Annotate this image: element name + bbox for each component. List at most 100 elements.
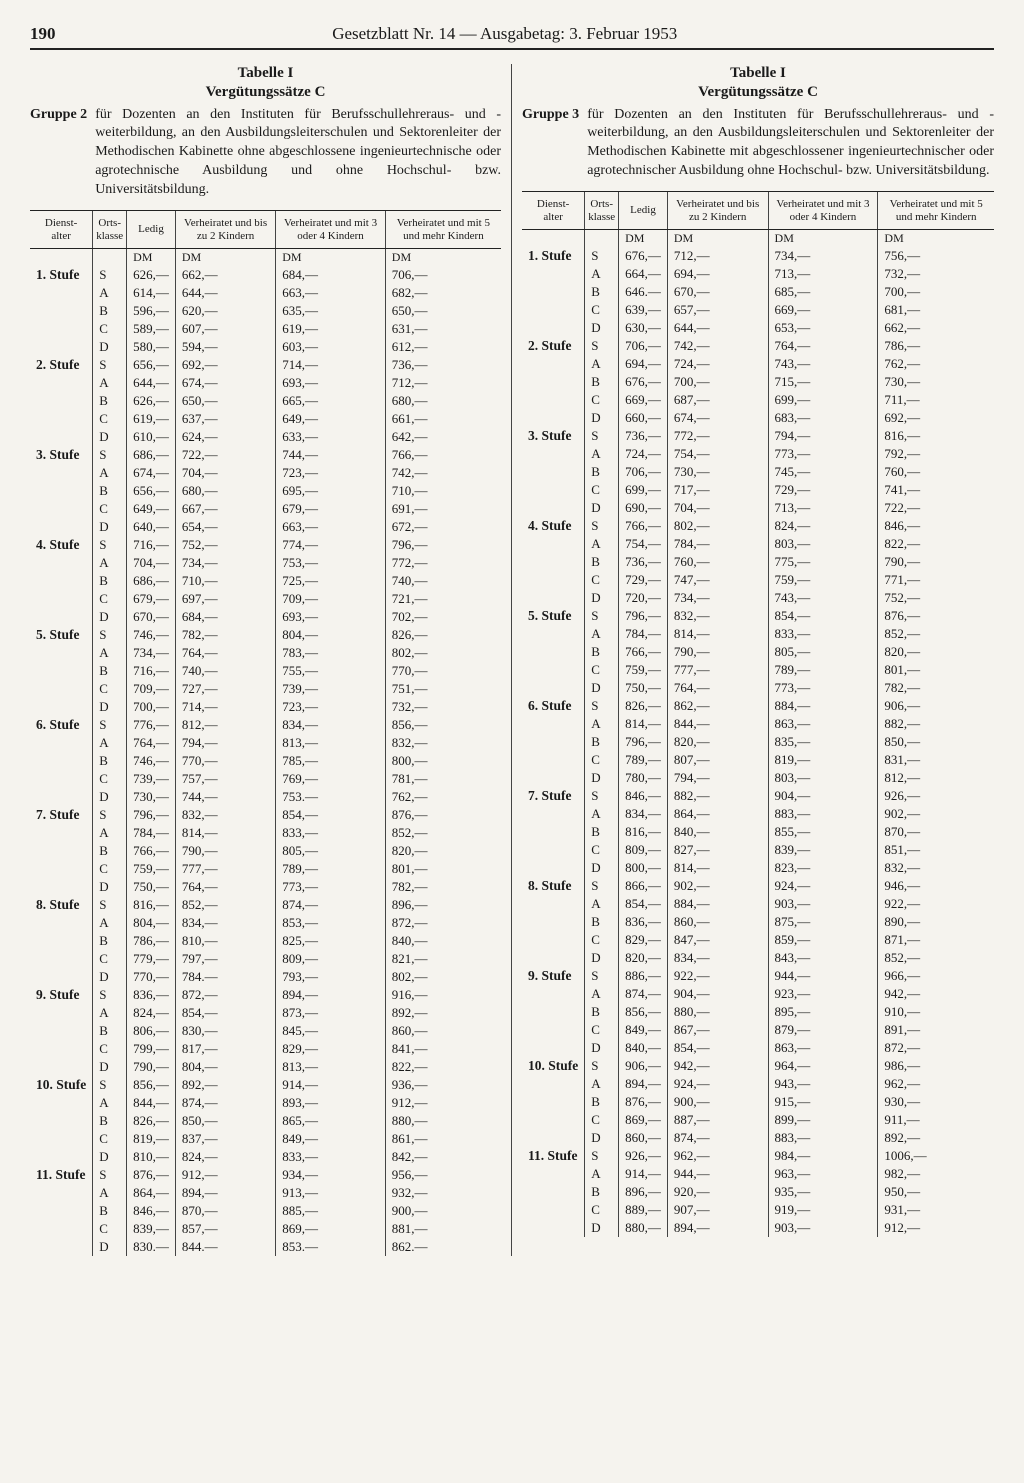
value-cell: 710,—: [175, 572, 275, 590]
table-row: A724,—754,—773,—792,—: [522, 445, 994, 463]
table-row: A814,—844,—863,—882,—: [522, 715, 994, 733]
value-cell: 794,—: [667, 769, 768, 787]
table-row: 8. StufeS816,—852,—874,—896,—: [30, 896, 501, 914]
ortsklasse-cell: D: [585, 409, 619, 427]
value-cell: 716,—: [127, 536, 176, 554]
value-cell: 739,—: [276, 680, 386, 698]
table-row: D690,—704,—713,—722,—: [522, 499, 994, 517]
table-row: B596,—620,—635,—650,—: [30, 302, 501, 320]
value-cell: 830,—: [175, 1022, 275, 1040]
ortsklasse-cell: S: [585, 337, 619, 355]
value-cell: 807,—: [667, 751, 768, 769]
header-title: Gesetzblatt Nr. 14 — Ausgabetag: 3. Febr…: [56, 24, 955, 44]
value-cell: 762,—: [385, 788, 501, 806]
ortsklasse-cell: D: [585, 1129, 619, 1147]
value-cell: 700,—: [127, 698, 176, 716]
ortsklasse-cell: C: [93, 410, 127, 428]
stufe-blank: [30, 464, 93, 482]
table-row: 11. StufeS876,—912,—934,—956,—: [30, 1166, 501, 1184]
value-cell: 640,—: [127, 518, 176, 536]
table-row: B796,—820,—835,—850,—: [522, 733, 994, 751]
value-cell: 657,—: [667, 301, 768, 319]
table-subtitle-left: Vergütungssätze C: [30, 83, 501, 102]
ortsklasse-cell: A: [93, 1184, 127, 1202]
value-cell: 762,—: [878, 355, 994, 373]
stufe-label: 6. Stufe: [522, 697, 585, 715]
value-cell: 760,—: [878, 463, 994, 481]
value-cell: 764,—: [127, 734, 176, 752]
table-row: C799,—817,—829,—841,—: [30, 1040, 501, 1058]
value-cell: 874,—: [667, 1129, 768, 1147]
table-row: D640,—654,—663,—672,—: [30, 518, 501, 536]
value-cell: 790,—: [878, 553, 994, 571]
stufe-blank: [30, 428, 93, 446]
value-cell: 813,—: [276, 1058, 386, 1076]
value-cell: 819,—: [127, 1130, 176, 1148]
ortsklasse-cell: A: [585, 535, 619, 553]
value-cell: 845,—: [276, 1022, 386, 1040]
stufe-blank: [30, 1130, 93, 1148]
value-cell: 741,—: [878, 481, 994, 499]
value-cell: 1006,—: [878, 1147, 994, 1165]
stufe-blank: [30, 1148, 93, 1166]
value-cell: 661,—: [385, 410, 501, 428]
value-cell: 773,—: [768, 445, 878, 463]
value-cell: 764,—: [175, 644, 275, 662]
value-cell: 626,—: [127, 392, 176, 410]
table-row: 6. StufeS826,—862,—884,—906,—: [522, 697, 994, 715]
value-cell: 882,—: [878, 715, 994, 733]
table-row: 11. StufeS926,—962,—984,—1006,—: [522, 1147, 994, 1165]
value-cell: 786,—: [127, 932, 176, 950]
stufe-blank: [522, 463, 585, 481]
ortsklasse-cell: C: [93, 680, 127, 698]
value-cell: 672,—: [385, 518, 501, 536]
stufe-label: 8. Stufe: [522, 877, 585, 895]
value-cell: 851,—: [878, 841, 994, 859]
stufe-blank: [522, 751, 585, 769]
value-cell: 867,—: [667, 1021, 768, 1039]
table-row: D790,—804,—813,—822,—: [30, 1058, 501, 1076]
value-cell: 759,—: [127, 860, 176, 878]
stufe-blank: [522, 535, 585, 553]
table-row: A784,—814,—833,—852,—: [30, 824, 501, 842]
value-cell: 723,—: [276, 464, 386, 482]
value-cell: 784,—: [127, 824, 176, 842]
value-cell: 902,—: [667, 877, 768, 895]
value-cell: 932,—: [385, 1184, 501, 1202]
value-cell: 734,—: [175, 554, 275, 572]
stufe-blank: [522, 445, 585, 463]
value-cell: 784,—: [667, 535, 768, 553]
value-cell: 916,—: [385, 986, 501, 1004]
value-cell: 664,—: [619, 265, 668, 283]
value-cell: 834,—: [276, 716, 386, 734]
unit-blank: [93, 249, 127, 267]
value-cell: 864,—: [667, 805, 768, 823]
value-cell: 771,—: [878, 571, 994, 589]
value-cell: 829,—: [276, 1040, 386, 1058]
ortsklasse-cell: B: [93, 572, 127, 590]
stufe-blank: [522, 643, 585, 661]
stufe-label: 9. Stufe: [30, 986, 93, 1004]
col-ledig: Ledig: [127, 210, 176, 248]
stufe-blank: [30, 1184, 93, 1202]
page-header: 190 Gesetzblatt Nr. 14 — Ausgabetag: 3. …: [30, 24, 994, 50]
ortsklasse-cell: C: [93, 320, 127, 338]
stufe-blank: [30, 680, 93, 698]
stufe-blank: [522, 373, 585, 391]
value-cell: 687,—: [667, 391, 768, 409]
value-cell: 714,—: [276, 356, 386, 374]
value-cell: 752,—: [175, 536, 275, 554]
table-row: C739,—757,—769,—781,—: [30, 770, 501, 788]
value-cell: 681,—: [878, 301, 994, 319]
ortsklasse-cell: C: [93, 1220, 127, 1238]
value-cell: 846,—: [127, 1202, 176, 1220]
value-cell: 852,—: [878, 949, 994, 967]
table-row: B766,—790,—805,—820,—: [522, 643, 994, 661]
ortsklasse-cell: S: [585, 1057, 619, 1075]
value-cell: 674,—: [175, 374, 275, 392]
value-cell: 915,—: [768, 1093, 878, 1111]
ortsklasse-cell: A: [93, 1004, 127, 1022]
value-cell: 674,—: [127, 464, 176, 482]
value-cell: 774,—: [276, 536, 386, 554]
value-cell: 869,—: [276, 1220, 386, 1238]
